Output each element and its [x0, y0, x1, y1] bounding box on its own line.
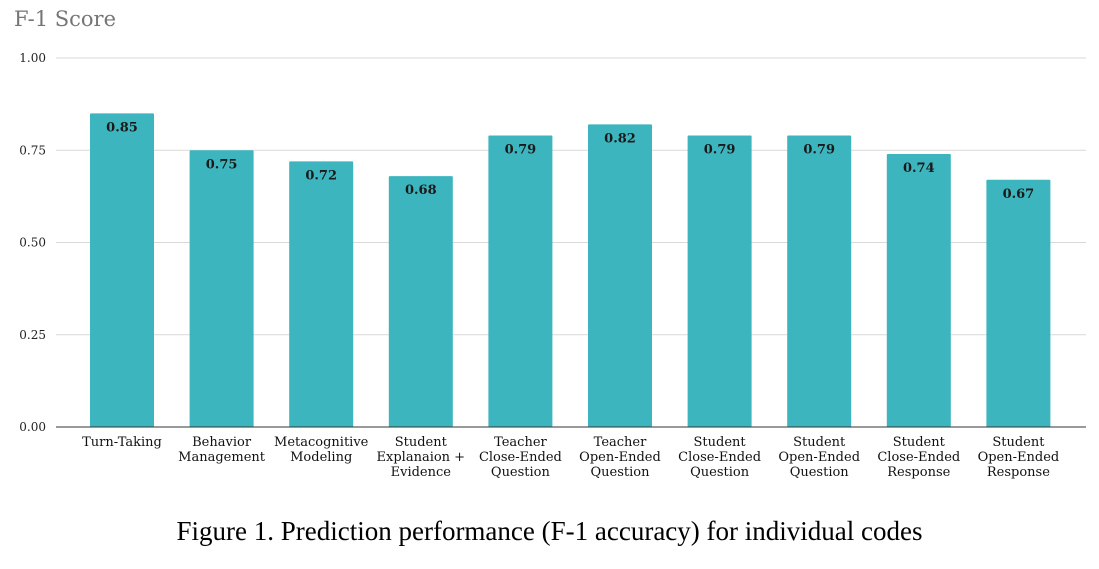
data-label: 0.79	[505, 142, 537, 157]
data-label: 0.79	[803, 142, 835, 157]
bar-chart: F-1 Score 0.000.250.500.751.00 0.850.750…	[14, 7, 1086, 480]
bar	[986, 179, 1051, 427]
x-tick-line: Student	[992, 435, 1045, 450]
x-tick-line: Behavior	[192, 435, 252, 450]
x-tick-line: Metacognitive	[274, 435, 369, 450]
bar	[787, 135, 852, 428]
x-tick-line: Question	[790, 465, 850, 480]
bar	[90, 113, 154, 427]
data-label: 0.75	[206, 157, 238, 172]
x-tick-line: Question	[491, 465, 551, 480]
x-tick-label: Student Open-Ended Question	[778, 435, 860, 480]
y-tick-label: 0.00	[19, 420, 46, 434]
data-labels: 0.85 0.75 0.72 0.68 0.79 0.82 0.79 0.79 0.74 0.67	[106, 120, 1034, 201]
bar	[687, 135, 752, 428]
data-label: 0.85	[106, 120, 138, 135]
x-axis-ticks: Turn-Taking Behavior Management Metacogniti…	[82, 435, 1059, 480]
x-tick-label: Student Close-Ended Question	[678, 435, 761, 480]
x-tick-line: Open-Ended	[778, 450, 860, 465]
bar	[289, 161, 354, 427]
bars	[90, 113, 1051, 428]
figure-caption: Figure 1. Prediction performance (F-1 ac…	[176, 516, 923, 546]
x-tick-line: Modeling	[290, 450, 352, 465]
bar	[388, 176, 453, 427]
x-tick-label: Metacognitive Modeling	[274, 435, 369, 465]
x-tick-line: Teacher	[494, 435, 547, 450]
x-tick-line: Turn-Taking	[82, 435, 162, 450]
x-tick-line: Question	[690, 465, 750, 480]
data-label: 0.67	[1003, 187, 1035, 202]
x-tick-label: Behavior Management	[178, 435, 266, 465]
y-tick-label: 0.75	[19, 143, 46, 157]
x-tick-line: Student	[694, 435, 747, 450]
x-tick-line: Response	[987, 465, 1050, 480]
x-tick-label: Teacher Close-Ended Question	[479, 435, 562, 480]
data-label: 0.68	[405, 183, 437, 198]
y-tick-label: 1.00	[19, 51, 46, 65]
x-tick-label: Student Open-Ended Response	[978, 435, 1060, 480]
chart-title: F-1 Score	[14, 7, 116, 31]
bar	[189, 150, 254, 427]
data-label: 0.72	[305, 168, 337, 183]
x-tick-line: Management	[178, 450, 266, 465]
x-tick-label: Student Close-Ended Response	[877, 435, 960, 480]
y-tick-label: 0.25	[19, 328, 46, 342]
x-tick-line: Question	[591, 465, 651, 480]
y-tick-label: 0.50	[19, 236, 46, 250]
x-tick-line: Student	[793, 435, 846, 450]
x-tick-line: Student	[893, 435, 946, 450]
x-tick-line: Close-Ended	[678, 450, 761, 465]
bar	[488, 135, 553, 428]
x-tick-label: Student Explanaion + Evidence	[377, 435, 466, 480]
x-tick-line: Student	[395, 435, 448, 450]
data-label: 0.74	[903, 161, 935, 176]
x-tick-label: Turn-Taking	[82, 435, 162, 450]
x-tick-line: Teacher	[594, 435, 647, 450]
x-tick-line: Open-Ended	[978, 450, 1060, 465]
data-label: 0.79	[704, 142, 736, 157]
x-tick-line: Response	[887, 465, 950, 480]
bar	[886, 153, 951, 427]
data-label: 0.82	[604, 131, 636, 146]
x-tick-line: Close-Ended	[479, 450, 562, 465]
x-tick-line: Evidence	[391, 465, 452, 480]
y-axis-ticks: 0.00 0.25 0.50 0.75 1.00	[19, 51, 46, 434]
x-tick-line: Explanaion +	[377, 450, 466, 465]
x-tick-line: Close-Ended	[877, 450, 960, 465]
x-tick-label: Teacher Open-Ended Question	[579, 435, 661, 480]
bar	[588, 124, 652, 428]
x-tick-line: Open-Ended	[579, 450, 661, 465]
